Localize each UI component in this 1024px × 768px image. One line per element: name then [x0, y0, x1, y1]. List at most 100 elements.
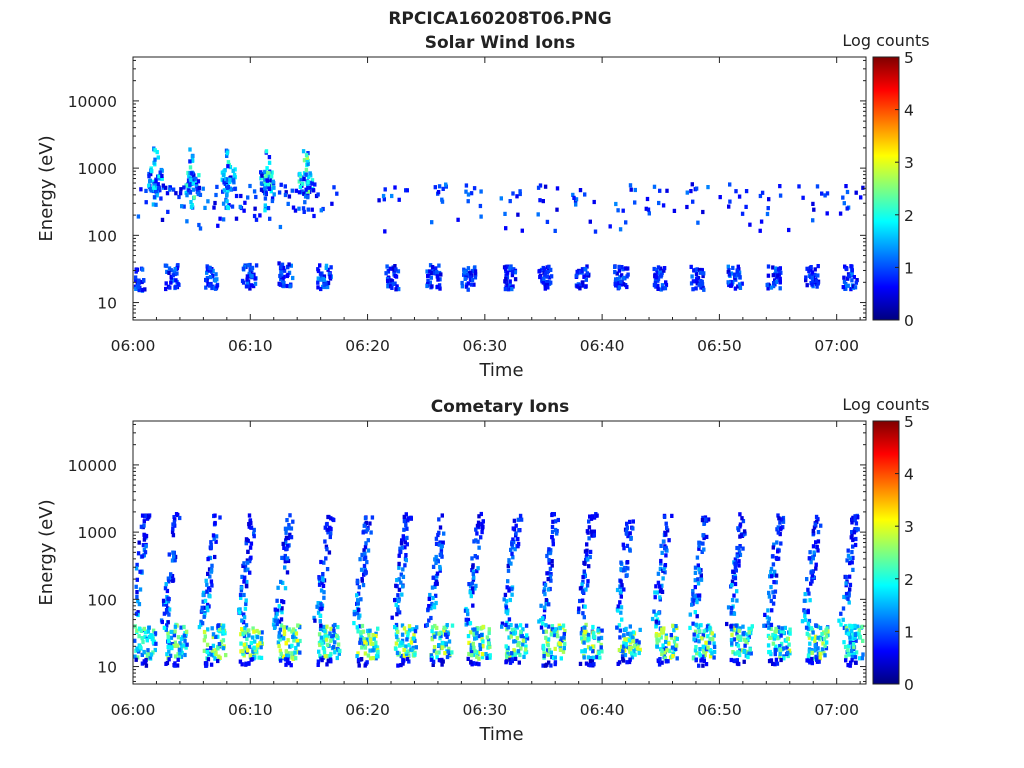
heatmap-cell — [769, 658, 774, 663]
heatmap-cell — [135, 590, 139, 595]
heatmap-cell — [667, 641, 671, 646]
heatmap-cell — [434, 650, 439, 655]
heatmap-cell — [774, 279, 779, 284]
heatmap-cell — [580, 267, 585, 272]
heatmap-cell — [214, 272, 218, 277]
heatmap-cell — [818, 637, 822, 642]
heatmap-cell — [592, 533, 596, 538]
heatmap-cell — [511, 526, 515, 531]
heatmap-cell — [655, 270, 660, 275]
heatmap-cell — [613, 270, 617, 275]
heatmap-cell — [861, 185, 865, 190]
heatmap-cell — [308, 180, 313, 185]
heatmap-cell — [851, 284, 856, 289]
heatmap-cell — [710, 651, 714, 656]
heatmap-cell — [487, 630, 491, 635]
heatmap-cell — [264, 174, 268, 179]
heatmap-cell — [396, 637, 400, 642]
heatmap-cell — [619, 579, 623, 584]
heatmap-cell — [142, 537, 147, 542]
heatmap-cell — [169, 280, 173, 285]
heatmap-cell — [740, 211, 745, 216]
heatmap-cell — [744, 204, 748, 209]
heatmap-cell — [153, 631, 158, 636]
heatmap-cell — [214, 651, 218, 657]
heatmap-cell — [171, 522, 175, 527]
heatmap-cell — [555, 186, 560, 191]
heatmap-cell — [291, 275, 295, 281]
heatmap-cell — [365, 660, 369, 665]
heatmap-cell — [147, 183, 151, 188]
heatmap-cell — [848, 587, 852, 592]
heatmap-cell — [737, 272, 741, 277]
heatmap-cell — [406, 631, 410, 636]
heatmap-cell — [154, 641, 158, 646]
heatmap-cell — [247, 513, 252, 518]
heatmap-cell — [280, 275, 284, 280]
heatmap-cell — [244, 623, 249, 628]
heatmap-cell — [667, 538, 671, 543]
heatmap-cell — [850, 271, 854, 277]
heatmap-cell — [200, 605, 204, 610]
heatmap-cell — [335, 655, 339, 661]
heatmap-cell — [406, 635, 410, 640]
heatmap-cell — [357, 663, 361, 668]
heatmap-cell — [460, 280, 464, 286]
heatmap-cell — [388, 266, 392, 271]
heatmap-cell — [658, 584, 662, 589]
heatmap-cell — [434, 266, 438, 271]
heatmap-cell — [287, 194, 292, 199]
heatmap-cell — [769, 626, 773, 631]
heatmap-cell — [542, 589, 546, 594]
heatmap-cell — [432, 645, 437, 650]
x-tick-label: 07:00 — [814, 337, 859, 355]
heatmap-cell — [384, 271, 388, 276]
heatmap-cell — [695, 277, 699, 282]
heatmap-cell — [438, 564, 442, 570]
heatmap-cell — [776, 513, 780, 518]
heatmap-cell — [812, 525, 817, 530]
heatmap-cell — [704, 517, 708, 522]
heatmap-cell — [238, 592, 243, 597]
heatmap-cell — [855, 515, 859, 520]
heatmap-cell — [541, 643, 546, 648]
heatmap-cell — [778, 280, 782, 285]
heatmap-cell — [167, 552, 171, 557]
heatmap-cell — [144, 188, 148, 193]
heatmap-cell — [659, 272, 664, 277]
heatmap-cell — [765, 615, 770, 620]
heatmap-cell — [192, 195, 196, 200]
heatmap-cell — [466, 617, 470, 622]
heatmap-cell — [816, 273, 820, 278]
heatmap-cell — [399, 654, 403, 659]
heatmap-cell — [625, 660, 629, 665]
heatmap-cell — [657, 611, 661, 616]
heatmap-cell — [692, 268, 696, 273]
heatmap-cell — [164, 582, 168, 587]
heatmap-cell — [506, 651, 510, 657]
heatmap-cell — [175, 663, 180, 668]
heatmap-cell — [396, 269, 401, 274]
heatmap-cell — [845, 276, 850, 281]
heatmap-cell — [807, 649, 812, 654]
heatmap-cell — [326, 530, 330, 535]
heatmap-cell — [473, 586, 477, 591]
heatmap-cell — [170, 278, 174, 283]
heatmap-cell — [553, 519, 558, 524]
heatmap-cell — [298, 171, 302, 176]
heatmap-cell — [732, 569, 736, 575]
heatmap-cell — [509, 561, 513, 566]
heatmap-cell — [376, 626, 380, 631]
heatmap-cell — [508, 655, 512, 660]
heatmap-cell — [559, 656, 563, 661]
y-tick-label: 10 — [97, 295, 117, 313]
heatmap-cell — [851, 515, 855, 520]
heatmap-cell — [619, 605, 624, 610]
heatmap-cell — [205, 642, 210, 647]
heatmap-cell — [470, 277, 475, 283]
heatmap-cell — [851, 544, 855, 549]
heatmap-cell — [665, 525, 669, 530]
heatmap-cell — [585, 271, 589, 276]
heatmap-cell — [589, 516, 594, 521]
heatmap-cell — [758, 228, 762, 233]
